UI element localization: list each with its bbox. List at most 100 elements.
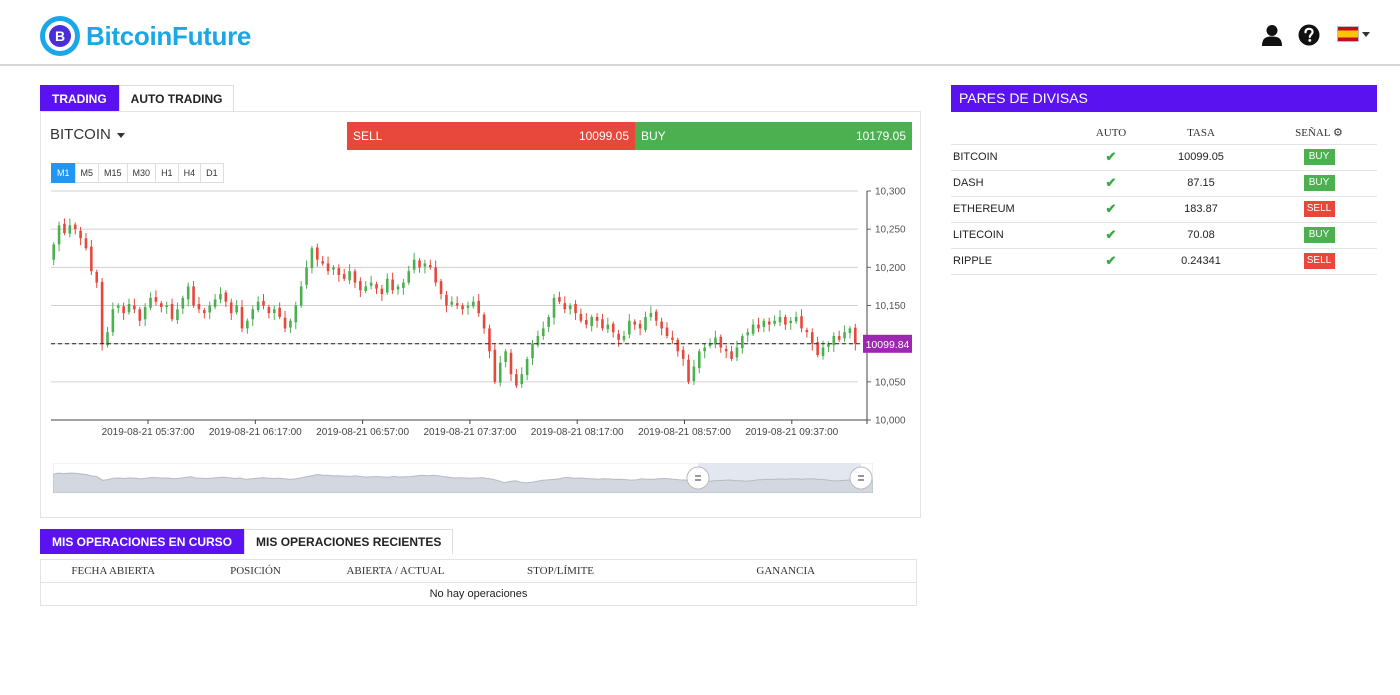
candle-body bbox=[816, 342, 819, 356]
candle-body bbox=[579, 313, 583, 321]
candle-body bbox=[622, 336, 626, 340]
pair-row-dash[interactable]: DASH ✔ 87.15 BUY bbox=[951, 170, 1377, 197]
pair-row-bitcoin[interactable]: BITCOIN ✔ 10099.05 BUY bbox=[951, 144, 1377, 171]
candle-body bbox=[805, 329, 809, 333]
x-tick-label: 2019-08-21 06:57:00 bbox=[316, 427, 409, 438]
candle-body bbox=[455, 303, 459, 306]
timeframe-h4[interactable]: H4 bbox=[177, 163, 202, 183]
spain-flag-icon[interactable] bbox=[1337, 26, 1359, 42]
timeframe-selector: M1 M5 M15 M30 H1 H4 D1 bbox=[51, 163, 224, 183]
candle-body bbox=[294, 305, 298, 323]
tab-operations-recent[interactable]: MIS OPERACIONES RECIENTES bbox=[244, 529, 454, 554]
candle-body bbox=[552, 297, 556, 318]
candle-body bbox=[359, 281, 362, 291]
candle-body bbox=[106, 332, 109, 346]
y-tick-label: 10,300 bbox=[875, 187, 906, 198]
col-signal: SEÑAL ⚙ bbox=[1261, 122, 1377, 145]
candle-body bbox=[660, 321, 663, 329]
candle-body bbox=[547, 316, 550, 327]
pair-signal: SELL bbox=[1261, 248, 1377, 275]
candle-body bbox=[515, 374, 518, 386]
navigator-handle-right bbox=[849, 466, 873, 490]
candle-body bbox=[256, 301, 260, 311]
candlestick-chart[interactable]: 10,30010,25010,20010,15010,10010,05010,0… bbox=[41, 112, 920, 517]
candle-body bbox=[197, 303, 201, 310]
candle-body bbox=[719, 336, 723, 348]
instrument-name: BITCOIN bbox=[50, 126, 111, 143]
check-icon: ✔ bbox=[1105, 175, 1117, 190]
candle-body bbox=[299, 286, 303, 306]
pair-name: LITECOIN bbox=[951, 222, 1081, 249]
buy-price: 10179.05 bbox=[855, 129, 906, 143]
candle-body bbox=[133, 305, 136, 310]
candle-body bbox=[391, 279, 394, 291]
pair-row-litecoin[interactable]: LITECOIN ✔ 70.08 BUY bbox=[951, 222, 1377, 249]
timeframe-d1[interactable]: D1 bbox=[200, 163, 224, 183]
buy-label: BUY bbox=[641, 129, 666, 143]
candle-body bbox=[778, 316, 782, 323]
signal-badge[interactable]: SELL bbox=[1303, 201, 1335, 217]
candle-body bbox=[369, 282, 373, 286]
candle-body bbox=[638, 323, 642, 329]
tab-operations-current[interactable]: MIS OPERACIONES EN CURSO bbox=[40, 529, 245, 554]
candle-body bbox=[810, 332, 814, 344]
candle-body bbox=[746, 332, 750, 336]
help-icon[interactable] bbox=[1298, 24, 1320, 46]
candle-body bbox=[116, 305, 120, 308]
candle-body bbox=[219, 294, 222, 300]
timeframe-m30[interactable]: M30 bbox=[126, 163, 157, 183]
candle-body bbox=[789, 320, 793, 324]
pair-row-ripple[interactable]: RIPPLE ✔ 0.24341 SELL bbox=[951, 248, 1377, 275]
signal-badge[interactable]: BUY bbox=[1303, 227, 1335, 243]
candle-body bbox=[84, 238, 88, 249]
signal-badge[interactable]: BUY bbox=[1303, 149, 1335, 165]
current-price-label: 10099.84 bbox=[866, 339, 910, 351]
user-icon[interactable] bbox=[1261, 24, 1283, 46]
pair-row-ethereum[interactable]: ETHEREUM ✔ 183.87 SELL bbox=[951, 196, 1377, 223]
signal-badge[interactable]: BUY bbox=[1303, 175, 1335, 191]
candle-body bbox=[278, 307, 281, 317]
tab-trading[interactable]: TRADING bbox=[40, 85, 119, 111]
candle-body bbox=[649, 313, 653, 317]
candle-body bbox=[428, 265, 432, 268]
candle-body bbox=[482, 314, 486, 329]
sell-button[interactable]: SELL 10099.05 bbox=[347, 122, 635, 150]
navigator-handle-left bbox=[686, 466, 710, 490]
timeframe-m15[interactable]: M15 bbox=[98, 163, 128, 183]
candle-body bbox=[289, 320, 292, 328]
candle-body bbox=[267, 307, 271, 314]
timeframe-h1[interactable]: H1 bbox=[155, 163, 179, 183]
candle-body bbox=[321, 261, 324, 264]
pair-rate: 87.15 bbox=[1141, 170, 1261, 197]
tab-auto-trading[interactable]: AUTO TRADING bbox=[118, 85, 235, 111]
timeframe-m5[interactable]: M5 bbox=[74, 163, 100, 183]
candle-body bbox=[450, 301, 454, 305]
candle-body bbox=[434, 267, 437, 283]
candle-body bbox=[203, 310, 206, 314]
candle-body bbox=[170, 303, 174, 320]
buy-button[interactable]: BUY 10179.05 bbox=[635, 122, 912, 150]
x-tick-label: 2019-08-21 08:57:00 bbox=[638, 427, 731, 438]
candle-body bbox=[848, 328, 852, 333]
candle-body bbox=[606, 324, 610, 330]
signal-badge[interactable]: SELL bbox=[1303, 253, 1335, 269]
timeframe-m1[interactable]: M1 bbox=[51, 163, 76, 183]
chart-navigator[interactable] bbox=[53, 463, 873, 493]
instrument-selector[interactable]: BITCOIN bbox=[50, 126, 125, 143]
candle-body bbox=[159, 303, 163, 308]
candle-body bbox=[741, 336, 744, 349]
candle-body bbox=[751, 324, 755, 334]
check-icon: ✔ bbox=[1105, 201, 1117, 216]
caret-down-icon[interactable] bbox=[1362, 32, 1370, 37]
candle-body bbox=[251, 309, 255, 320]
x-tick-label: 2019-08-21 06:17:00 bbox=[209, 427, 302, 438]
candle-body bbox=[348, 271, 351, 281]
candle-body bbox=[784, 316, 787, 325]
auto-status: ✔ bbox=[1081, 170, 1141, 197]
gear-icon[interactable]: ⚙ bbox=[1332, 127, 1343, 140]
candle-body bbox=[396, 286, 400, 290]
check-icon: ✔ bbox=[1105, 227, 1117, 242]
candle-body bbox=[697, 351, 701, 369]
logo[interactable]: B BitcoinFuture bbox=[40, 16, 251, 56]
pair-rate: 10099.05 bbox=[1141, 144, 1261, 171]
